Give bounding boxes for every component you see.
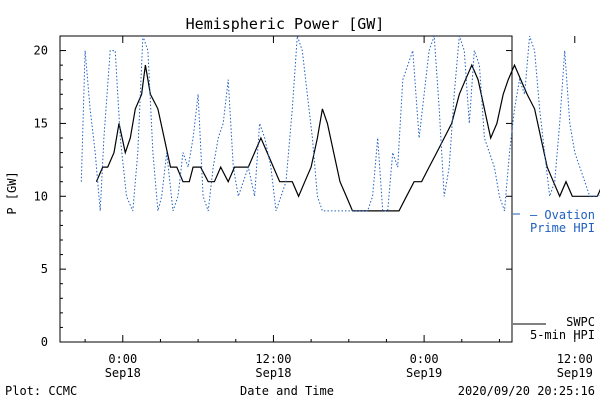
- legend-swpc-line1: SWPC: [566, 315, 595, 329]
- y-axis-label: P [GW]: [5, 171, 19, 214]
- y-tick-label: 15: [34, 116, 48, 130]
- x-tick-time-label: 0:00: [410, 352, 439, 366]
- y-tick-label: 10: [34, 189, 48, 203]
- timestamp-label: 2020/09/20 20:25:16: [458, 384, 595, 398]
- plot-area: 051015200:00Sep1812:00Sep180:00Sep1912:0…: [34, 35, 600, 380]
- ovation-prime-hpi-line: [80, 35, 600, 212]
- x-tick-date-label: Sep19: [557, 366, 593, 380]
- y-tick-label: 20: [34, 44, 48, 58]
- y-tick-label: 0: [41, 335, 48, 349]
- legend-swpc-line2: 5-min HPI: [530, 328, 595, 342]
- x-axis-label: Date and Time: [240, 384, 334, 398]
- plot-frame: [59, 35, 513, 343]
- x-tick-date-label: Sep18: [105, 366, 141, 380]
- x-tick-time-label: 0:00: [108, 352, 137, 366]
- x-tick-time-label: 12:00: [557, 352, 593, 366]
- chart-title: Hemispheric Power [GW]: [186, 15, 385, 33]
- x-tick-date-label: Sep18: [255, 366, 291, 380]
- swpc-hpi-line: [95, 63, 600, 212]
- legend-ovation-line1: — Ovation: [530, 208, 595, 222]
- x-tick-date-label: Sep19: [406, 366, 442, 380]
- legend-ovation-line2: Prime HPI: [530, 221, 595, 235]
- y-tick-label: 5: [41, 262, 48, 276]
- x-tick-time-label: 12:00: [255, 352, 291, 366]
- plot-source-label: Plot: CCMC: [5, 384, 77, 398]
